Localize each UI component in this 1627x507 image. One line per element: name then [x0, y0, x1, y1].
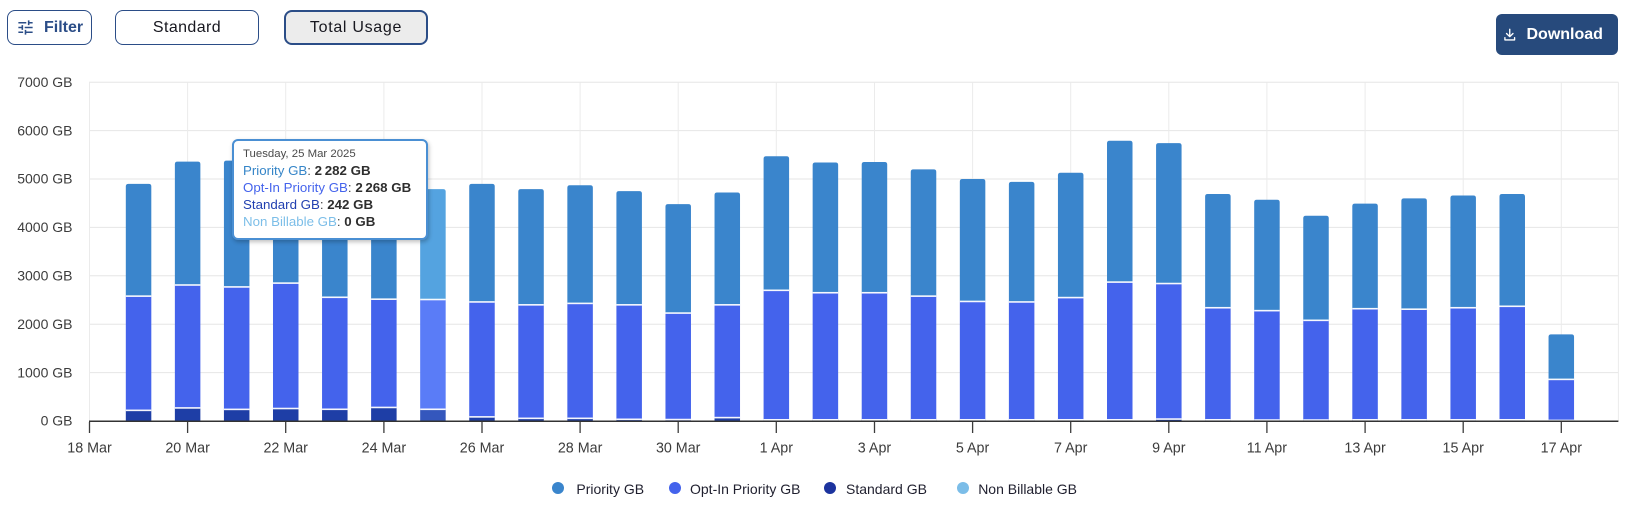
- svg-text:0 GB: 0 GB: [41, 413, 73, 429]
- svg-text:3000 GB: 3000 GB: [17, 268, 72, 284]
- svg-text:9 Apr: 9 Apr: [1152, 440, 1186, 456]
- svg-text:24 Mar: 24 Mar: [362, 440, 407, 456]
- svg-text:11 Apr: 11 Apr: [1247, 440, 1288, 456]
- svg-text:3 Apr: 3 Apr: [858, 440, 892, 456]
- svg-text:17 Apr: 17 Apr: [1541, 440, 1583, 456]
- svg-text:5000 GB: 5000 GB: [17, 171, 72, 187]
- svg-text:6000 GB: 6000 GB: [17, 122, 72, 138]
- svg-text:1 Apr: 1 Apr: [760, 440, 794, 456]
- svg-text:2000 GB: 2000 GB: [17, 316, 72, 332]
- svg-text:5 Apr: 5 Apr: [956, 440, 990, 456]
- svg-text:7 Apr: 7 Apr: [1054, 440, 1088, 456]
- svg-text:18 Mar: 18 Mar: [67, 440, 112, 456]
- svg-text:7000 GB: 7000 GB: [17, 74, 72, 90]
- svg-text:30 Mar: 30 Mar: [656, 440, 701, 456]
- svg-text:20 Mar: 20 Mar: [165, 440, 210, 456]
- svg-text:22 Mar: 22 Mar: [263, 440, 308, 456]
- svg-text:28 Mar: 28 Mar: [558, 440, 603, 456]
- svg-text:4000 GB: 4000 GB: [17, 219, 72, 235]
- svg-text:15 Apr: 15 Apr: [1443, 440, 1485, 456]
- svg-text:26 Mar: 26 Mar: [460, 440, 505, 456]
- svg-text:1000 GB: 1000 GB: [17, 364, 72, 380]
- svg-text:13 Apr: 13 Apr: [1344, 440, 1386, 456]
